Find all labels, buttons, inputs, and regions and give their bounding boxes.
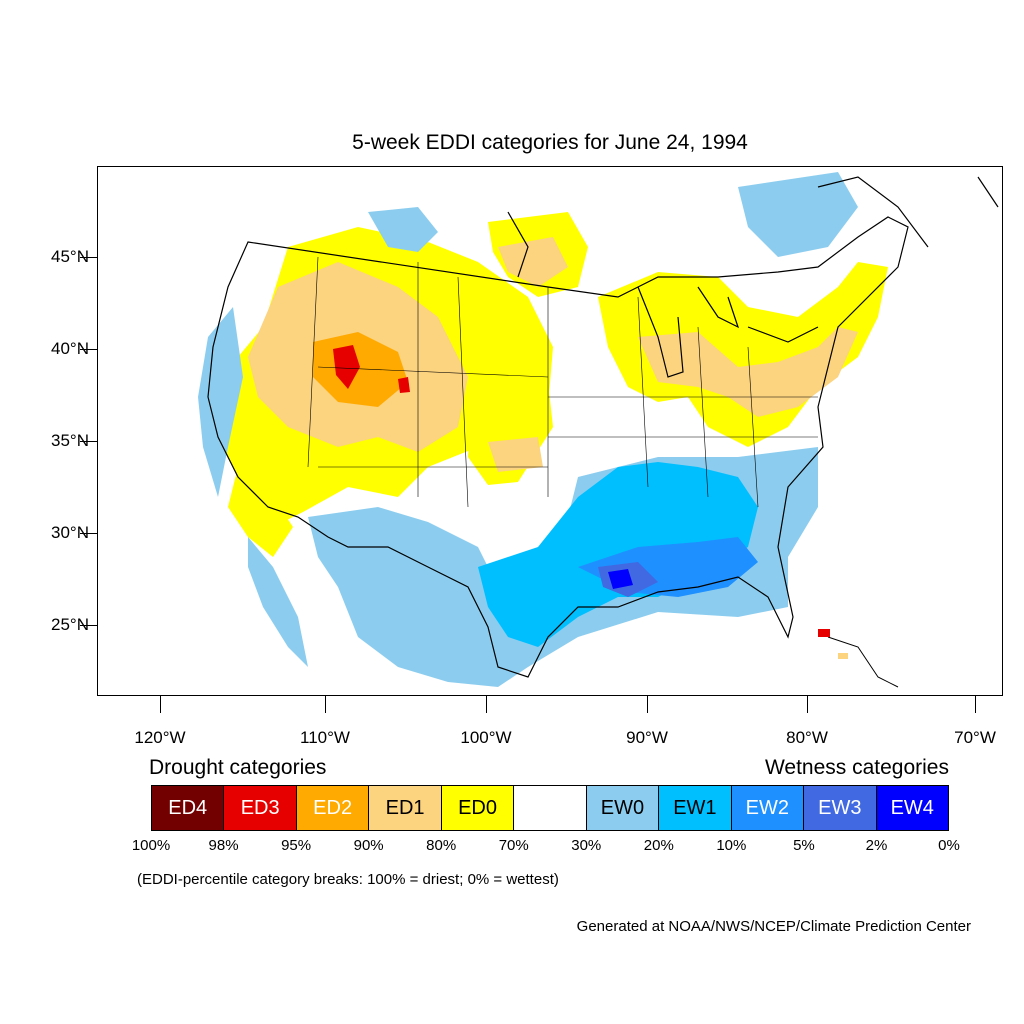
lon-label-100: 100°W — [460, 728, 512, 747]
legend-swatch-ew0: EW0 — [586, 786, 660, 830]
ed1-area-sw — [488, 437, 543, 472]
legend-swatch-ed0: ED0 — [441, 786, 515, 830]
legend-break-label: 30% — [571, 837, 602, 854]
legend-swatch-ed2: ED2 — [296, 786, 370, 830]
category-legend: ED4 ED3 ED2 ED1 ED0 EW0 EW1 EW2 EW3 EW4 — [151, 785, 949, 831]
lat-tick — [80, 533, 97, 534]
ew0-area-nw — [198, 307, 243, 497]
legend-break-label: 70% — [498, 837, 529, 854]
eddi-map — [97, 166, 1003, 696]
ew0-area-montana — [368, 207, 438, 252]
lon-label-80: 80°W — [786, 728, 828, 747]
map-canvas — [198, 172, 999, 688]
ew0-area-ne — [738, 172, 858, 257]
lat-tick — [80, 349, 97, 350]
drought-region-west — [218, 227, 553, 557]
lon-tick — [325, 696, 326, 713]
legend-break-label: 10% — [716, 837, 747, 854]
canada-coast — [507, 176, 999, 278]
ed0-area-greatlakes — [598, 262, 888, 447]
lon-tick — [160, 696, 161, 713]
boundaries — [207, 176, 999, 678]
legend-break-label: 98% — [208, 837, 239, 854]
ed0-area-ca — [228, 467, 293, 557]
ed1-area-greatlakes — [638, 327, 858, 417]
lon-tick — [807, 696, 808, 713]
lon-tick — [975, 696, 976, 713]
lat-label-45: 45°N — [51, 247, 89, 266]
legend-swatch-ed4: ED4 — [152, 786, 225, 830]
us-border — [207, 216, 909, 678]
ed3-area-small — [398, 377, 410, 393]
legend-break-label: 95% — [281, 837, 312, 854]
legend-swatch-ed1: ED1 — [369, 786, 442, 830]
lon-label-70: 70°W — [954, 728, 996, 747]
legend-break-label: 0% — [938, 837, 960, 854]
lat-label-25: 25°N — [51, 615, 89, 634]
great-lakes — [637, 286, 819, 378]
lat-tick — [80, 257, 97, 258]
ew0-area-baja — [248, 537, 308, 667]
lon-tick — [647, 696, 648, 713]
lat-tick — [80, 625, 97, 626]
legend-break-label: 20% — [643, 837, 674, 854]
drought-region-east — [488, 212, 888, 447]
legend-break-label: 80% — [426, 837, 457, 854]
legend-swatch-ew4: EW4 — [876, 786, 948, 830]
legend-break-label: 90% — [353, 837, 384, 854]
lat-label-40: 40°N — [51, 339, 89, 358]
state-lines — [307, 256, 818, 508]
credit-line: Generated at NOAA/NWS/NCEP/Climate Predi… — [576, 918, 971, 935]
wetness-regions — [198, 172, 858, 687]
category-note: (EDDI-percentile category breaks: 100% =… — [137, 871, 559, 888]
legend-break-label: 5% — [793, 837, 815, 854]
legend-swatch-ed3: ED3 — [224, 786, 297, 830]
legend-swatch-ew2: EW2 — [731, 786, 805, 830]
lat-tick — [80, 441, 97, 442]
wetness-heading: Wetness categories — [764, 756, 949, 779]
lat-label-35: 35°N — [51, 431, 89, 450]
legend-swatch-neutral — [514, 786, 587, 830]
lon-label-90: 90°W — [626, 728, 668, 747]
legend-swatch-ew3: EW3 — [804, 786, 877, 830]
ed1-area-northcentral — [498, 237, 568, 287]
lat-label-30: 30°N — [51, 523, 89, 542]
legend-swatch-ew1: EW1 — [659, 786, 732, 830]
ew4-area-gulf — [608, 569, 633, 589]
drought-heading: Drought categories — [149, 756, 327, 779]
lon-label-110: 110°W — [300, 728, 350, 747]
ed3-area — [333, 345, 360, 389]
legend-break-label: 2% — [865, 837, 888, 854]
legend-break-label: 100% — [131, 837, 171, 854]
lon-label-120: 120°W — [134, 728, 186, 747]
lon-tick — [486, 696, 487, 713]
caribbean-islands — [818, 629, 899, 688]
map-title: 5-week EDDI categories for June 24, 1994 — [352, 131, 748, 154]
